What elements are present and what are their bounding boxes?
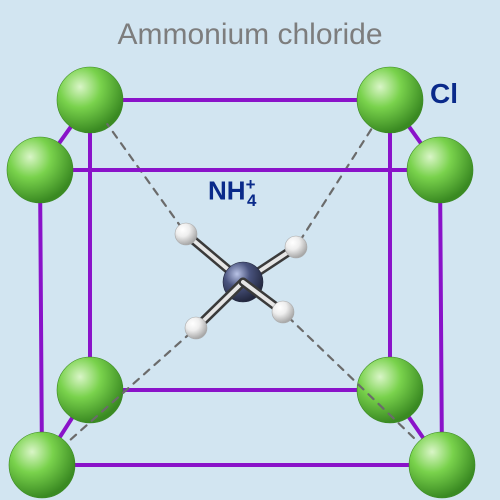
nh-bonds-front bbox=[185, 282, 294, 339]
chlorine-atom bbox=[57, 357, 123, 423]
nh4-sub: 4 bbox=[247, 191, 256, 210]
hydrogen-atom bbox=[185, 317, 207, 339]
chlorine-atom bbox=[357, 67, 423, 133]
chlorine-atom bbox=[357, 357, 423, 423]
chlorine-label: Cl bbox=[430, 78, 458, 110]
back-chlorine-atoms bbox=[57, 67, 423, 423]
chlorine-atom bbox=[7, 137, 73, 203]
chlorine-atom bbox=[9, 432, 75, 498]
hydrogen-atom bbox=[285, 236, 307, 258]
chlorine-atom bbox=[409, 432, 475, 498]
hydrogen-atom bbox=[175, 223, 197, 245]
hydrogen-atom bbox=[272, 301, 294, 323]
ammonium-label: NH+4 bbox=[208, 175, 256, 211]
chlorine-atom bbox=[57, 67, 123, 133]
crystal-diagram bbox=[0, 0, 500, 500]
nh4-base: NH bbox=[208, 176, 246, 206]
chlorine-atom bbox=[407, 137, 473, 203]
